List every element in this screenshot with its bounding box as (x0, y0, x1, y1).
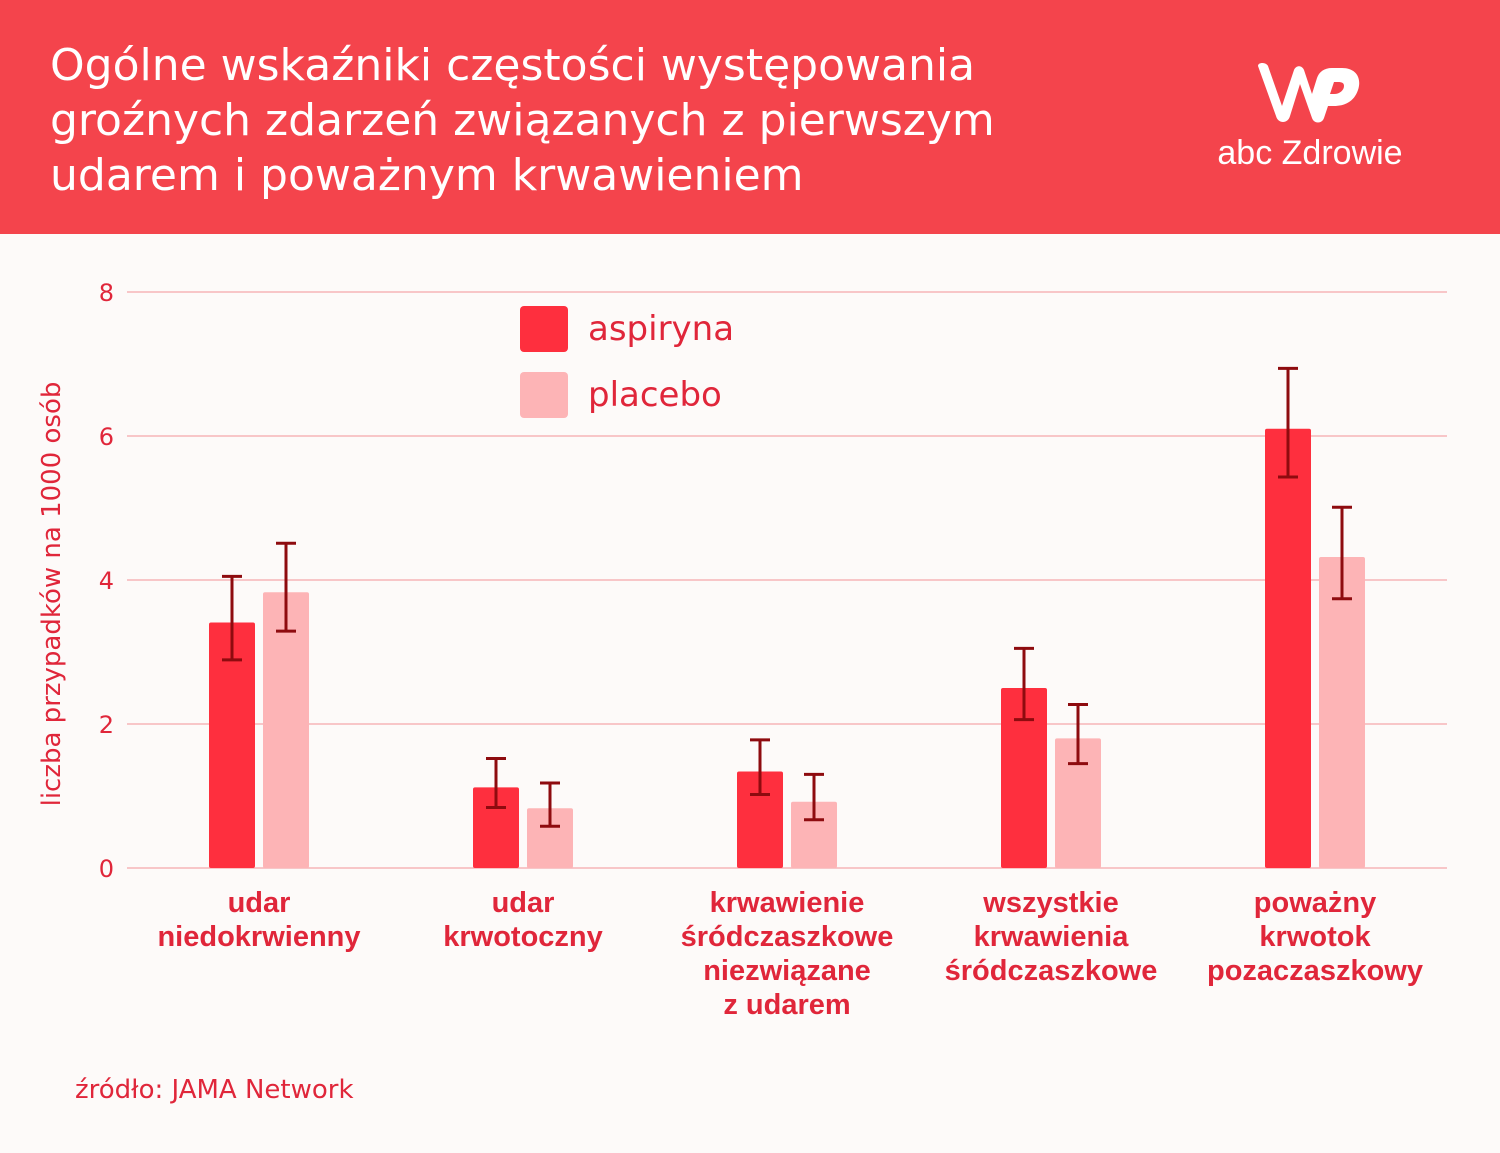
bar-placebo (527, 808, 573, 868)
category-label: udar niedokrwienny (157, 887, 360, 953)
legend-label-placebo: placebo (588, 375, 722, 415)
bar-aspiryna (209, 622, 255, 868)
legend-swatch-placebo (520, 372, 568, 418)
bar-aspiryna (473, 787, 519, 868)
y-tick-label: 6 (99, 423, 114, 451)
bar-placebo (791, 801, 837, 868)
y-tick-label: 4 (99, 567, 114, 595)
grid-lines (127, 291, 1447, 869)
bar-aspiryna (1265, 428, 1311, 868)
wp-logo-icon (1258, 63, 1360, 123)
bars (209, 428, 1365, 868)
legend: aspiryna placebo (520, 306, 734, 418)
category-label: udar krwotoczny (443, 887, 603, 953)
brand-logo[interactable]: abc Zdrowie (1190, 60, 1430, 180)
y-tick-labels: 0 2 4 6 8 (99, 279, 114, 883)
y-tick-label: 8 (99, 279, 114, 307)
header-banner: Ogólne wskaźniki częstości występowania … (0, 0, 1500, 234)
title-line: udarem i poważnym krwawieniem (50, 150, 804, 201)
chart-title: Ogólne wskaźniki częstości występowania … (50, 38, 1110, 203)
legend-label-aspiryna: aspiryna (588, 309, 734, 349)
logo-text: abc Zdrowie (1217, 134, 1403, 172)
y-tick-label: 2 (99, 711, 114, 739)
error-bars (222, 366, 1352, 828)
bar-aspiryna (737, 771, 783, 868)
bar-placebo (1055, 738, 1101, 868)
title-line: groźnych zdarzeń związanych z pierwszym (50, 95, 995, 146)
bar-aspiryna (1001, 688, 1047, 868)
category-label: krwawienie śródczaszkowe niezwiązane z udar… (681, 887, 894, 1021)
legend-swatch-aspiryna (520, 306, 568, 352)
category-label: poważny krwotok pozaczaszkowy (1207, 887, 1423, 987)
category-label: wszystkie krwawienia śródczaszkowe (945, 887, 1158, 987)
y-axis-title: liczba przypadków na 1000 osób (37, 382, 67, 807)
category-labels: udar niedokrwienny udar krwotoczny krwawieni… (157, 887, 1423, 1021)
bar-chart: 0 2 4 6 8 udar niedokrwienny udar krwotoczny krw… (37, 279, 1447, 1021)
bar-placebo (263, 592, 309, 868)
bar-placebo (1319, 556, 1365, 868)
title-line: Ogólne wskaźniki częstości występowania (50, 40, 976, 91)
source-note: źródło: JAMA Network (75, 1075, 354, 1105)
y-tick-label: 0 (99, 855, 114, 883)
